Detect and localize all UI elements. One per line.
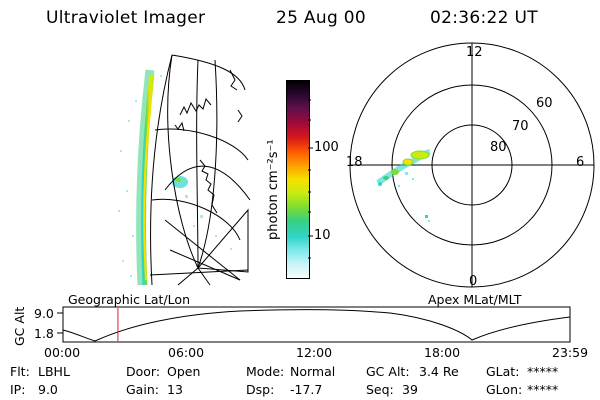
date-label: 25 Aug 00	[276, 8, 366, 28]
mlt-label-12: 12	[466, 45, 483, 60]
gain-value: 13	[167, 382, 183, 397]
apex-panel-label: Apex MLat/MLT	[428, 292, 522, 307]
alt-tick-9: 9.0	[34, 306, 54, 321]
mlt-label-18: 18	[346, 155, 363, 170]
filter-value: LBHL	[38, 364, 70, 379]
ip-value: 9.0	[38, 382, 58, 397]
glon-label: GLon:	[486, 382, 523, 397]
geographic-panel-label: Geographic Lat/Lon	[68, 292, 190, 307]
x-tick-1800: 18:00	[424, 345, 461, 360]
mlt-label-6: 6	[576, 155, 585, 170]
glat-value: *****	[527, 364, 559, 379]
mode-value: Normal	[290, 364, 336, 379]
gcalt-value: 3.4 Re	[419, 364, 459, 379]
gain-label: Gain:	[126, 382, 159, 397]
colorbar-gradient	[287, 81, 309, 278]
dsp-value: -17.7	[290, 382, 323, 397]
colorbar-tick-10: 10	[314, 228, 331, 243]
alt-axis-label: GC Alt	[12, 306, 27, 346]
dsp-label: Dsp:	[246, 382, 275, 397]
altitude-curve	[62, 309, 571, 342]
glon-value: *****	[527, 382, 559, 397]
x-tick-1200: 12:00	[296, 345, 333, 360]
door-label: Door:	[126, 364, 161, 379]
lat-label-70: 70	[512, 119, 529, 134]
filter-label: Flt:	[10, 364, 30, 379]
gcalt-label: GC Alt:	[366, 364, 410, 379]
lat-label-60: 60	[536, 96, 553, 111]
colorbar-tick-100: 100	[314, 140, 339, 155]
glat-label: GLat:	[486, 364, 520, 379]
seq-value: 39	[402, 382, 418, 397]
x-tick-2359: 23:59	[552, 345, 589, 360]
seq-label: Seq:	[366, 382, 394, 397]
lat-label-80: 80	[490, 140, 507, 155]
mode-label: Mode:	[246, 364, 285, 379]
door-value: Open	[167, 364, 201, 379]
x-tick-0600: 06:00	[168, 345, 205, 360]
colorbar	[286, 80, 310, 279]
mlt-label-0: 0	[469, 274, 478, 289]
ip-label: IP:	[10, 382, 26, 397]
instrument-title: Ultraviolet Imager	[46, 8, 206, 28]
time-label: 02:36:22 UT	[430, 8, 538, 28]
x-tick-0000: 00:00	[44, 345, 81, 360]
alt-tick-1.8: 1.8	[34, 326, 54, 341]
